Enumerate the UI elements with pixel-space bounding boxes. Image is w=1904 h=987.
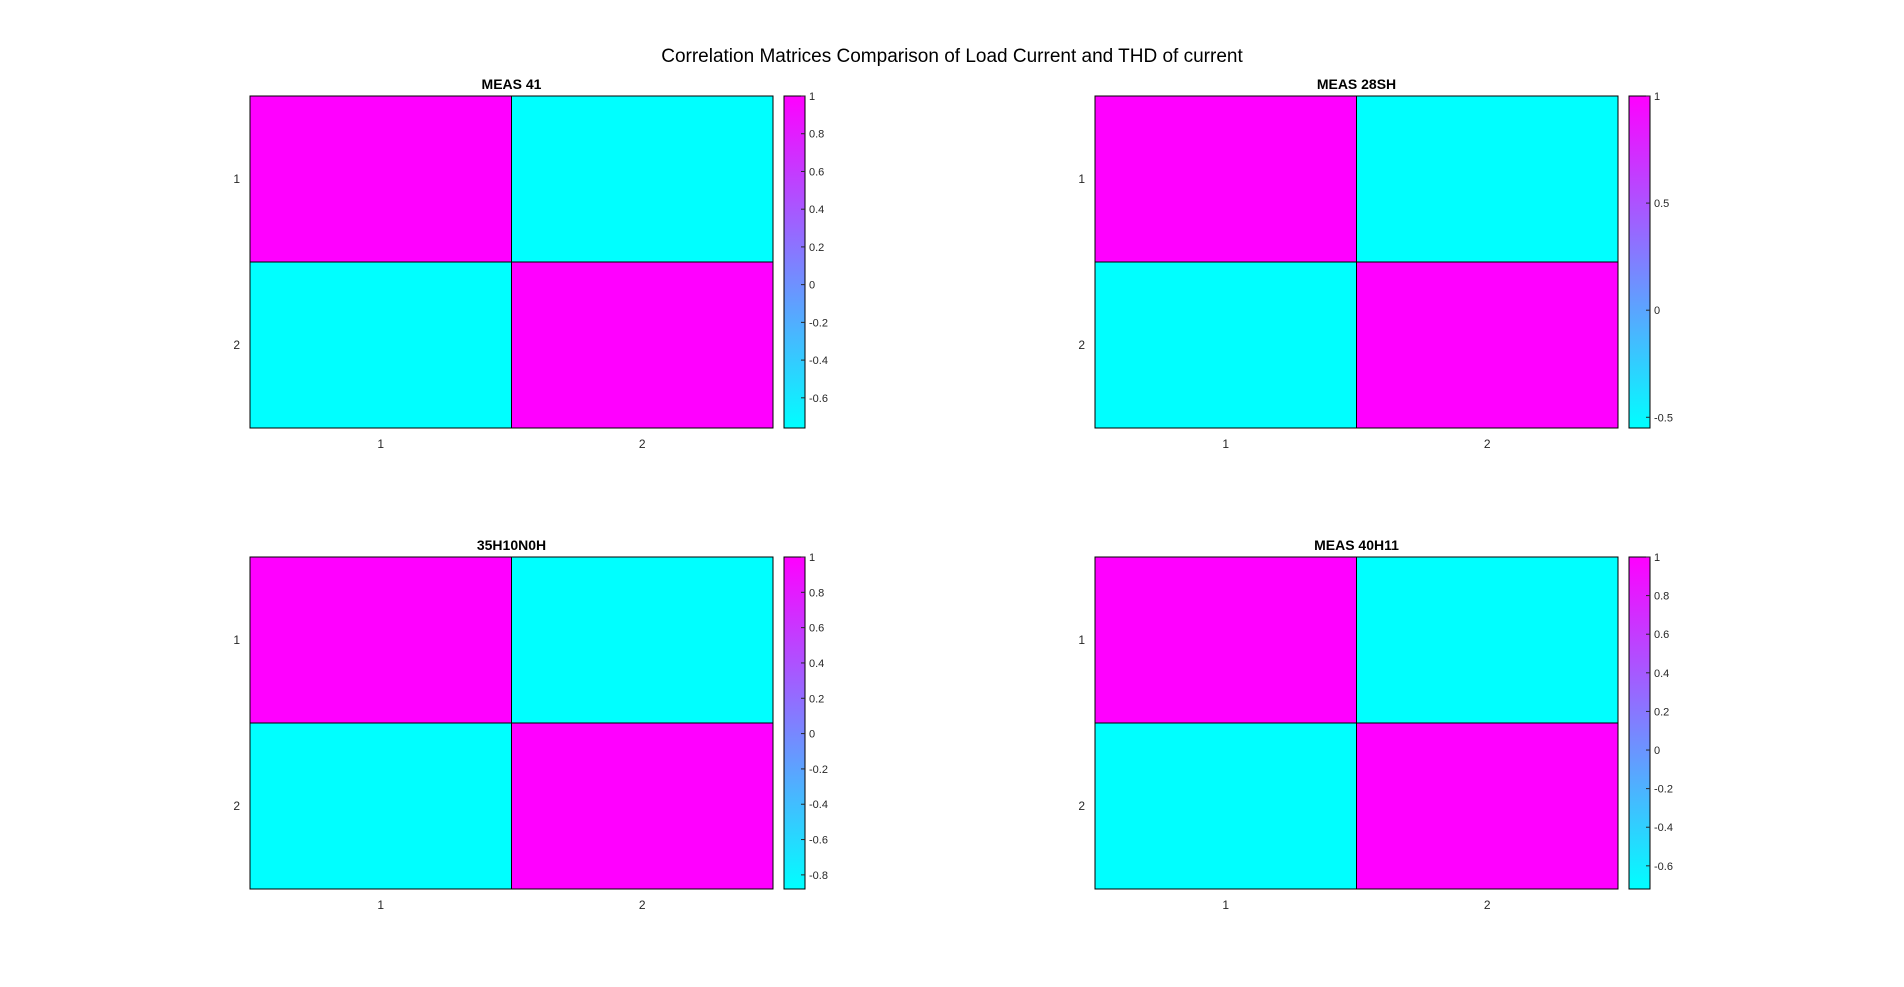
x-tick-label: 2	[1484, 437, 1491, 451]
colorbar-tick-label: 0.4	[809, 204, 824, 216]
colorbar-tick-label: 0.6	[809, 623, 824, 635]
colorbar-tick-label: -0.2	[1654, 784, 1673, 796]
x-tick-label: 2	[639, 437, 646, 451]
colorbar-tick-label: -0.6	[809, 835, 828, 847]
colorbar-tick-label: 1	[809, 552, 815, 564]
colorbar-tick-label: -0.4	[1654, 822, 1673, 834]
y-tick-label: 1	[1078, 633, 1085, 647]
colorbar	[783, 556, 806, 890]
heatmap-cell	[1356, 722, 1619, 890]
y-tick-label: 1	[233, 172, 240, 186]
colorbar-tick-label: -0.2	[809, 764, 828, 776]
plot-frame	[249, 556, 774, 890]
colorbar-tick-label: -0.4	[809, 355, 828, 367]
panel-title: MEAS 40H11	[1314, 537, 1399, 553]
x-tick-label: 1	[1222, 437, 1229, 451]
heatmap-cell	[511, 556, 774, 724]
panel-title: MEAS 41	[482, 76, 542, 92]
y-tick-label: 1	[233, 633, 240, 647]
colorbar-tick-label: 0	[1654, 745, 1660, 757]
heatmap-cell	[249, 556, 512, 724]
colorbar-tick-label: 1	[1654, 552, 1660, 564]
x-tick-label: 2	[639, 898, 646, 912]
colorbar-tick-label: -0.2	[809, 317, 828, 329]
heatmap-cell	[1094, 95, 1357, 263]
heatmap-cell	[249, 722, 512, 890]
heatmap-cell	[1356, 95, 1619, 263]
heatmap-panel: MEAS 40H11 1 2 1 2 1 0.8 0.6 0.4 0.2 0 -0.2 -0.4 -0.6	[1078, 537, 1673, 912]
heatmap-cell	[249, 261, 512, 429]
heatmap-cell	[511, 261, 774, 429]
y-tick-label: 2	[233, 799, 240, 813]
colorbar-tick-label: 0.5	[1654, 198, 1669, 210]
colorbar-tick-label: 0.8	[809, 129, 824, 141]
colorbar-tick-label: 0	[809, 280, 815, 292]
colorbar	[1628, 556, 1651, 890]
y-tick-label: 2	[233, 338, 240, 352]
colorbar-tick-label: 1	[809, 91, 815, 103]
colorbar-tick-label: 0.4	[809, 658, 824, 670]
colorbar-tick-label: 0.6	[809, 166, 824, 178]
panel-title: MEAS 28SH	[1317, 76, 1396, 92]
subplot-grid: MEAS 411 21210.80.60.40.20-0.2-0.4-0.6MEA…	[233, 76, 1673, 912]
colorbar-tick-label: 0.2	[1654, 706, 1669, 718]
colorbar-tick-label: -0.4	[809, 799, 828, 811]
plot-frame	[249, 95, 774, 429]
colorbar-tick-label: 0	[809, 729, 815, 741]
heatmap-cell	[1356, 261, 1619, 429]
heatmap-panel: MEAS 41 1 2 1 2 1 0.8 0.6 0.4 0.2 0 -0.2 -0.4 -0.6	[233, 76, 828, 451]
y-tick-label: 2	[1078, 799, 1085, 813]
heatmap-cell	[511, 722, 774, 890]
colorbar-tick-label: -0.6	[809, 393, 828, 405]
colorbar-tick-label: -0.6	[1654, 861, 1673, 873]
colorbar-tick-label: 0.2	[809, 242, 824, 254]
y-tick-label: 1	[1078, 172, 1085, 186]
heatmap-panel: 35H10N0H 1 2 1 2 1 0.8 0.6 0.4 0.2 0 -0.2 -0.4 -0.6 -0…	[233, 537, 828, 912]
x-tick-label: 1	[1222, 898, 1229, 912]
colorbar-tick-label: -0.8	[809, 870, 828, 882]
colorbar-tick-label: 0.4	[1654, 668, 1669, 680]
colorbar-tick-label: 0.8	[1654, 591, 1669, 603]
figure-title: Correlation Matrices Comparison of Load …	[661, 46, 1243, 67]
heatmap-cell	[1094, 722, 1357, 890]
heatmap-cell	[249, 95, 512, 263]
x-tick-label: 2	[1484, 898, 1491, 912]
colorbar-tick-label: 1	[1654, 91, 1660, 103]
heatmap-cell	[1094, 556, 1357, 724]
colorbar	[783, 95, 806, 429]
colorbar-tick-label: 0	[1654, 305, 1660, 317]
x-tick-label: 1	[377, 898, 384, 912]
heatmap-cell	[511, 95, 774, 263]
plot-frame	[1094, 95, 1619, 429]
heatmap-cell	[1094, 261, 1357, 429]
heatmap-cell	[1356, 556, 1619, 724]
colorbar-tick-label: 0.2	[809, 693, 824, 705]
plot-frame	[1094, 556, 1619, 890]
x-tick-label: 1	[377, 437, 384, 451]
heatmap-panel: MEAS 28SH 1 2 1 2 1 0.5 0 -0.5	[1078, 76, 1673, 451]
colorbar-tick-label: 0.8	[809, 587, 824, 599]
panel-title: 35H10N0H	[477, 537, 546, 553]
colorbar-tick-label: 0.6	[1654, 629, 1669, 641]
colorbar-tick-label: -0.5	[1654, 412, 1673, 424]
y-tick-label: 2	[1078, 338, 1085, 352]
colorbar	[1628, 95, 1651, 429]
